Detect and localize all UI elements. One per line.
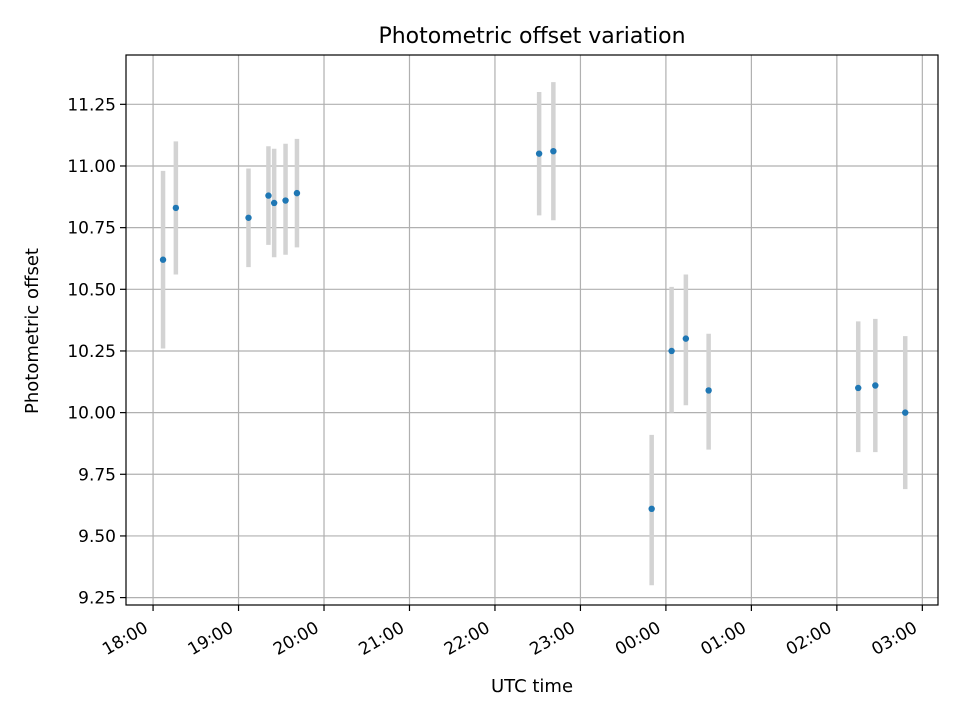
y-tick-label: 9.75	[78, 465, 116, 485]
axes-frame	[125, 54, 939, 606]
data-point	[535, 150, 543, 157]
data-point	[668, 347, 675, 355]
y-axis-ticks: 9.25 9.50 9.75 10.00 10.25 10.50 10.75 11.00 11.…	[67, 95, 126, 609]
y-tick-label: 10.75	[67, 219, 116, 239]
data-point	[245, 214, 252, 221]
y-tick-label: 11.00	[67, 157, 116, 177]
data-point	[872, 382, 879, 389]
data-point	[172, 204, 180, 212]
data-point	[855, 384, 862, 392]
y-axis-label: Photometric offset	[22, 248, 43, 414]
x-axis-label: UTC time	[491, 676, 573, 697]
y-tick-label: 9.50	[78, 527, 116, 547]
y-tick-label: 10.00	[67, 404, 116, 424]
data-point	[159, 256, 167, 263]
y-tick-label: 9.25	[78, 589, 116, 609]
data-point	[282, 197, 289, 204]
y-tick-label: 11.25	[67, 95, 116, 115]
data-point	[293, 189, 301, 197]
data-point	[902, 409, 909, 416]
data-point	[270, 199, 278, 207]
y-tick-label: 10.50	[67, 280, 116, 300]
data-point	[705, 387, 712, 394]
data-point	[648, 505, 655, 513]
data-point	[682, 335, 690, 342]
data-point	[265, 192, 272, 199]
y-tick-label: 10.25	[67, 342, 116, 362]
grid	[126, 55, 938, 605]
data-points	[159, 147, 909, 513]
data-point	[550, 147, 557, 155]
chart-title: Photometric offset variation	[378, 24, 685, 49]
